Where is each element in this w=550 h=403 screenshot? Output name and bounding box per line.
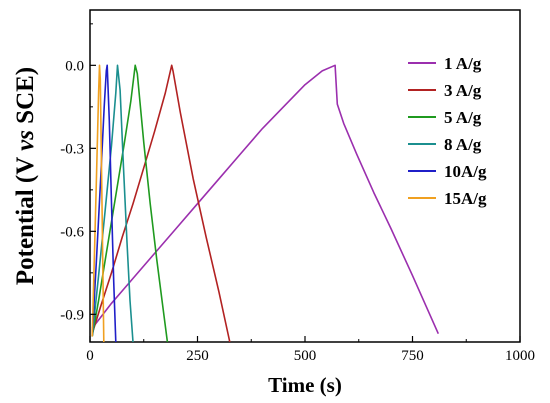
series-line-2 (91, 64, 169, 342)
y-axis-title-suffix: SCE) (12, 67, 39, 130)
legend-label-1: 3 A/g (444, 81, 482, 100)
legend: 1 A/g 3 A/g 5 A/g 8 A/g 10A/g 15A/g (408, 54, 487, 208)
x-tick-label: 0 (86, 348, 94, 364)
legend-label-4: 10A/g (444, 162, 487, 181)
plot-area (91, 64, 440, 342)
x-tick-label: 500 (294, 348, 317, 364)
y-axis: 0.0 -0.3 -0.6 -0.9 (60, 23, 96, 323)
series-line-1 (91, 64, 231, 342)
series-line-4 (91, 64, 117, 342)
legend-label-2: 5 A/g (444, 108, 482, 127)
legend-label-0: 1 A/g (444, 54, 482, 73)
series-layer (91, 64, 440, 342)
x-tick-label: 1000 (505, 348, 535, 364)
y-axis-title-prefix: Potential (V (12, 151, 39, 285)
legend-label-5: 15A/g (444, 189, 487, 208)
x-axis-title: Time (s) (268, 373, 342, 397)
series-line-0 (91, 64, 440, 335)
x-tick-label: 250 (186, 348, 209, 364)
y-tick-label: 0.0 (65, 58, 84, 74)
legend-label-3: 8 A/g (444, 135, 482, 154)
y-tick-label: -0.9 (60, 307, 84, 323)
x-axis: 0 250 500 750 1000 (86, 336, 535, 364)
series-line-5 (91, 64, 105, 342)
y-axis-title-italic: vs (12, 130, 39, 151)
y-tick-label: -0.3 (60, 141, 84, 157)
y-tick-label: -0.6 (60, 224, 84, 240)
x-tick-label: 750 (401, 348, 424, 364)
y-axis-title: Potential (V vs SCE) (12, 67, 39, 285)
